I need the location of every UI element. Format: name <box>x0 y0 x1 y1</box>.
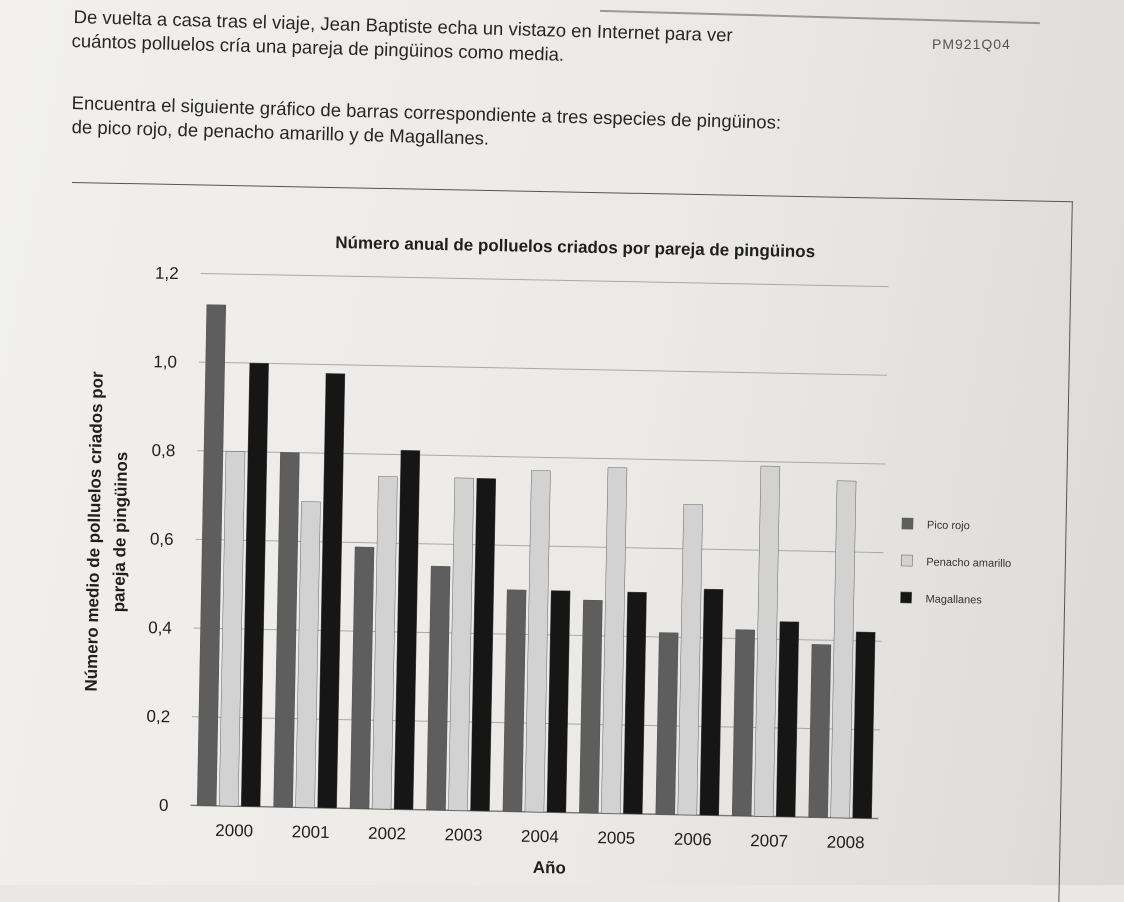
bar-penacho-amarillo-2001 <box>295 501 321 808</box>
y-tick-label: 0,8 <box>151 441 175 460</box>
legend-swatch-pico-rojo <box>901 517 914 530</box>
legend-label-penacho-amarillo: Penacho amarillo <box>926 556 1011 570</box>
bar-pico-rojo-2007 <box>731 629 755 817</box>
x-tick-label: 2003 <box>444 825 482 845</box>
x-axis-label: Año <box>533 858 566 878</box>
bar-penacho-amarillo-2000 <box>218 451 246 807</box>
bar-magallanes-2001 <box>317 373 346 809</box>
bar-pico-rojo-2002 <box>349 546 375 809</box>
x-tick-label: 2005 <box>597 828 635 848</box>
bar-magallanes-2005 <box>623 591 647 815</box>
bar-magallanes-2006 <box>699 588 724 816</box>
bar-penacho-amarillo-2008 <box>830 480 857 819</box>
y-tick-label: 1,2 <box>155 264 179 283</box>
bar-pico-rojo-2008 <box>808 644 832 818</box>
gridline <box>197 450 886 465</box>
x-tick-label: 2006 <box>674 830 712 850</box>
legend-swatch-magallanes <box>900 591 912 604</box>
bar-penacho-amarillo-2006 <box>677 504 703 816</box>
y-tick-label: 1,0 <box>153 352 177 371</box>
y-tick-label: 0 <box>159 796 169 815</box>
bar-pico-rojo-2006 <box>655 632 679 815</box>
bar-magallanes-2007 <box>775 621 800 818</box>
question-code: PM921Q04 <box>932 36 1011 52</box>
x-tick-label: 2004 <box>521 827 559 847</box>
chart-legend: Pico rojo Penacho amarillo Magallanes <box>900 517 1011 607</box>
gridline <box>198 361 887 376</box>
bar-penacho-amarillo-2004 <box>524 470 551 813</box>
chart-title: Número anual de polluelos criados por pa… <box>335 233 815 261</box>
y-axis-label-line-2: pareja de pingüinos <box>109 451 131 612</box>
legend-swatch-penacho-amarillo <box>900 554 913 567</box>
x-tick-label: 2002 <box>368 824 406 844</box>
bar-pico-rojo-2001 <box>273 452 300 808</box>
bar-penacho-amarillo-2007 <box>753 465 781 817</box>
y-axis-label-line-1: Número medio de polluelos criados por <box>82 371 107 692</box>
gridline <box>200 272 889 288</box>
bar-pico-rojo-2003 <box>426 565 451 811</box>
bar-magallanes-2003 <box>470 478 497 812</box>
bar-magallanes-2002 <box>393 450 421 810</box>
y-tick-label: 0,4 <box>148 618 172 637</box>
x-tick-label: 2001 <box>292 822 330 842</box>
bar-pico-rojo-2004 <box>502 589 527 812</box>
x-tick-label: 2000 <box>215 821 253 841</box>
bar-magallanes-2004 <box>546 590 571 813</box>
x-tick-label: 2008 <box>827 833 865 853</box>
legend-label-pico-rojo: Pico rojo <box>927 519 970 532</box>
y-tick-label: 0,6 <box>150 530 174 549</box>
bar-magallanes-2008 <box>852 631 876 819</box>
y-tick-label: 0,2 <box>146 707 170 726</box>
legend-label-magallanes: Magallanes <box>925 593 982 606</box>
bar-magallanes-2000 <box>240 362 269 807</box>
bar-pico-rojo-2000 <box>196 304 226 807</box>
x-tick-label: 2007 <box>750 831 788 851</box>
bar-penacho-amarillo-2003 <box>448 477 475 811</box>
bar-penacho-amarillo-2002 <box>371 476 398 810</box>
bar-penacho-amarillo-2005 <box>601 467 628 814</box>
bar-pico-rojo-2005 <box>579 599 603 814</box>
